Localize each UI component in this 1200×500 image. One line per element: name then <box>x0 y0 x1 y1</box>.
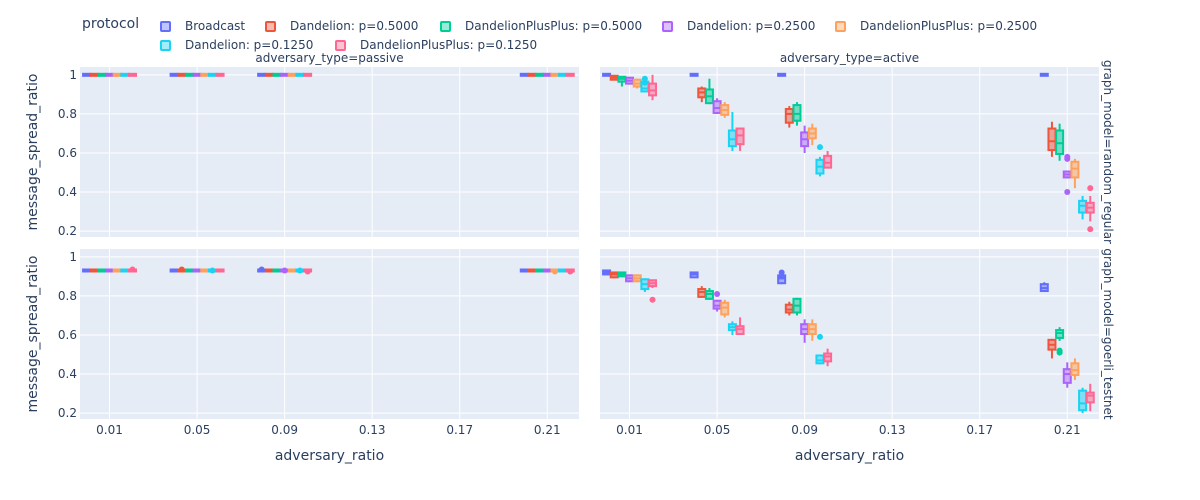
x-tick-label: 0.01 <box>616 423 643 437</box>
x-tick-label: 0.13 <box>879 423 906 437</box>
y-tick-label: 0.2 <box>58 406 77 420</box>
y-tick-label: 0.8 <box>58 107 77 121</box>
legend-item[interactable]: DandelionPlusPlus: p=0.1250 <box>335 38 537 52</box>
outlier-point <box>1064 189 1071 196</box>
x-tick-label: 0.21 <box>534 423 561 437</box>
y-tick-label: 0.6 <box>58 328 77 342</box>
panel-background <box>80 249 579 419</box>
x-tick-label: 0.17 <box>446 423 473 437</box>
outlier-point <box>1087 226 1094 233</box>
x-tick-label: 0.01 <box>96 423 123 437</box>
legend-swatch <box>662 20 673 32</box>
outlier-point <box>1087 185 1094 192</box>
legend-swatch <box>835 20 846 32</box>
y-axis-title: message_spread_ratio <box>25 74 41 231</box>
outlier-point <box>649 296 656 303</box>
row-title: graph_model=random_regular <box>1101 60 1115 244</box>
legend-label: Broadcast <box>185 19 246 33</box>
legend-title: protocol <box>82 16 140 32</box>
legend-swatch <box>265 20 276 32</box>
legend-item[interactable]: DandelionPlusPlus: p=0.2500 <box>835 19 1037 33</box>
legend-item[interactable]: Dandelion: p=0.2500 <box>662 19 815 33</box>
y-tick-label: 0.8 <box>58 289 77 303</box>
legend-item[interactable]: Dandelion: p=0.1250 <box>160 38 313 52</box>
legend-swatch <box>160 20 171 32</box>
box <box>1078 389 1088 412</box>
panel-background <box>80 67 579 237</box>
y-tick-label: 0.4 <box>58 185 77 199</box>
legend-label: Dandelion: p=0.2500 <box>687 19 816 33</box>
outlier-point <box>129 266 136 273</box>
outlier-point <box>1064 153 1071 160</box>
x-tick-label: 0.17 <box>966 423 993 437</box>
outlier-point <box>714 290 721 297</box>
legend-swatch <box>160 39 171 51</box>
legend-swatch <box>440 20 451 32</box>
panel <box>600 249 1099 419</box>
box <box>784 107 794 124</box>
x-tick-label: 0.05 <box>184 423 211 437</box>
x-axis-title: adversary_ratio <box>795 448 904 464</box>
x-tick-label: 0.13 <box>359 423 386 437</box>
legend-item[interactable]: Dandelion: p=0.5000 <box>265 19 418 33</box>
outlier-point <box>641 79 648 86</box>
legend-label: DandelionPlusPlus: p=0.5000 <box>465 19 643 33</box>
x-tick-label: 0.05 <box>704 423 731 437</box>
column-title: adversary_type=passive <box>255 51 403 65</box>
legend-label: Dandelion: p=0.1250 <box>185 38 314 52</box>
y-tick-label: 0.4 <box>58 367 77 381</box>
y-tick-label: 0.6 <box>58 146 77 160</box>
outlier-point <box>551 268 558 275</box>
x-tick-label: 0.09 <box>791 423 818 437</box>
legend-item[interactable]: Broadcast <box>160 19 245 33</box>
outlier-point <box>304 268 311 275</box>
legend-label: Dandelion: p=0.5000 <box>290 19 419 33</box>
panel <box>80 249 579 419</box>
column-title: adversary_type=active <box>780 51 919 65</box>
y-tick-label: 1 <box>69 68 77 82</box>
legend: protocol Broadcast Dandelion: p=0.5000 Dan… <box>0 0 1200 60</box>
legend-item[interactable]: DandelionPlusPlus: p=0.5000 <box>440 19 642 33</box>
outlier-point <box>778 273 785 280</box>
outlier-point <box>209 267 216 274</box>
outlier-point <box>1056 347 1063 354</box>
outlier-point <box>258 266 265 273</box>
box <box>1062 368 1072 384</box>
outlier-point <box>816 144 823 151</box>
legend-swatch <box>335 39 346 51</box>
outlier-point <box>567 268 574 275</box>
legend-label: DandelionPlusPlus: p=0.1250 <box>360 38 538 52</box>
box <box>1085 391 1095 404</box>
panel <box>80 67 579 237</box>
x-tick-label: 0.09 <box>271 423 298 437</box>
outlier-point <box>816 333 823 340</box>
x-axis-title: adversary_ratio <box>275 448 384 464</box>
x-tick-label: 0.21 <box>1054 423 1081 437</box>
row-title: graph_model=goerli_testnet <box>1101 248 1115 420</box>
y-tick-label: 0.2 <box>58 224 77 238</box>
legend-label: DandelionPlusPlus: p=0.2500 <box>860 19 1038 33</box>
outlier-point <box>178 266 185 273</box>
panel <box>600 67 1099 237</box>
y-tick-label: 1 <box>69 250 77 264</box>
box <box>1047 127 1057 152</box>
panel-background <box>600 249 1099 419</box>
outlier-point <box>281 267 288 274</box>
panel-background <box>600 67 1099 237</box>
outlier-point <box>296 267 303 274</box>
y-axis-title: message_spread_ratio <box>25 256 41 413</box>
